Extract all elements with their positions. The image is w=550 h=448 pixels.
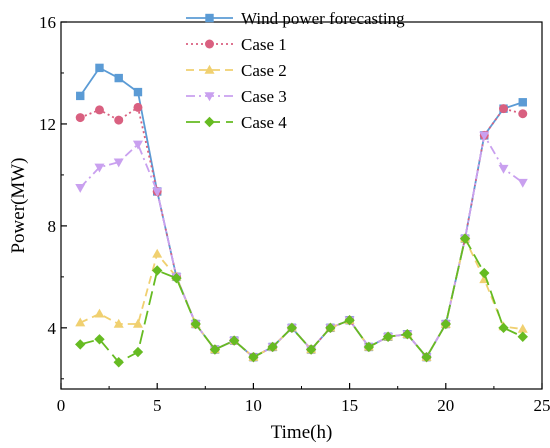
series-2 — [75, 102, 528, 362]
data-point — [133, 87, 143, 97]
legend-item: Wind power forecasting — [186, 9, 405, 28]
data-point — [94, 163, 105, 173]
data-point — [75, 183, 86, 193]
series-line — [79, 106, 523, 359]
data-point — [75, 113, 85, 123]
data-point — [94, 334, 105, 345]
data-point — [132, 346, 144, 358]
data-point — [94, 308, 105, 318]
legend-marker — [204, 64, 215, 74]
data-point — [248, 351, 259, 363]
data-point — [132, 140, 143, 150]
series-5 — [75, 233, 528, 368]
series-3 — [75, 233, 528, 361]
legend-marker — [204, 92, 215, 102]
data-point — [499, 104, 509, 114]
axes: 0 5 10 15 20 25 4 8 12 16 — [39, 13, 550, 415]
legend-label: Case 3 — [241, 87, 287, 106]
data-point — [382, 331, 394, 342]
y-tick-label: 8 — [48, 217, 57, 236]
data-point — [113, 318, 124, 328]
data-point — [518, 98, 527, 107]
data-point — [113, 158, 124, 168]
data-point — [95, 63, 104, 73]
data-point — [94, 105, 104, 115]
data-point — [228, 335, 240, 346]
x-tick-label: 0 — [57, 396, 66, 415]
data-point — [76, 91, 85, 101]
x-tick-label: 20 — [437, 396, 454, 415]
data-point — [152, 187, 163, 197]
data-point — [171, 272, 182, 284]
series-line — [80, 237, 524, 364]
data-point — [113, 357, 124, 368]
x-tick-label: 25 — [534, 396, 550, 415]
data-point — [498, 322, 509, 334]
plot-frame — [60, 21, 543, 390]
data-point — [518, 109, 528, 119]
data-point — [133, 102, 143, 112]
y-axis-title: Power(MW) — [8, 157, 29, 253]
data-point — [114, 73, 123, 83]
legend-marker — [204, 116, 215, 128]
series-layer — [75, 63, 528, 368]
data-point — [75, 317, 86, 327]
data-point — [114, 115, 124, 125]
data-point — [479, 131, 490, 141]
legend-item: Case 4 — [186, 113, 287, 132]
legend-label: Case 4 — [241, 113, 287, 132]
data-point — [305, 344, 317, 355]
data-point — [421, 351, 432, 363]
data-point — [517, 331, 528, 342]
data-point — [152, 265, 163, 276]
data-point — [498, 164, 509, 174]
x-tick-label: 10 — [245, 396, 262, 415]
data-point — [363, 341, 375, 353]
legend-label: Wind power forecasting — [241, 9, 405, 28]
data-point — [517, 323, 528, 333]
series-1 — [76, 63, 527, 362]
y-tick-label: 4 — [48, 319, 57, 338]
legend: Wind power forecasting Case 1 Case 2 Case 3… — [186, 9, 405, 132]
y-tick-label: 12 — [39, 115, 56, 134]
data-point — [402, 329, 413, 340]
data-point — [459, 233, 471, 244]
data-point — [75, 339, 86, 350]
series-4 — [75, 131, 528, 363]
data-point — [440, 318, 451, 330]
data-point — [479, 267, 490, 279]
legend-item: Case 3 — [186, 87, 287, 106]
data-point — [325, 322, 336, 334]
legend-marker — [205, 39, 214, 49]
data-point — [517, 178, 528, 188]
x-axis-title: Time(h) — [271, 422, 333, 443]
legend-item: Case 1 — [186, 35, 287, 54]
data-point — [190, 318, 201, 330]
data-point — [286, 322, 298, 334]
x-tick-label: 5 — [153, 396, 162, 415]
series-line — [79, 134, 524, 359]
data-point — [267, 341, 278, 353]
legend-marker — [205, 13, 214, 23]
legend-item: Case 2 — [186, 61, 287, 80]
x-tick-label: 15 — [341, 396, 358, 415]
data-point — [152, 248, 163, 258]
data-point — [132, 318, 143, 328]
y-tick-label: 16 — [39, 13, 56, 32]
data-point — [344, 314, 355, 326]
legend-label: Case 2 — [241, 61, 287, 80]
data-point — [209, 344, 221, 355]
legend-label: Case 1 — [241, 35, 287, 54]
